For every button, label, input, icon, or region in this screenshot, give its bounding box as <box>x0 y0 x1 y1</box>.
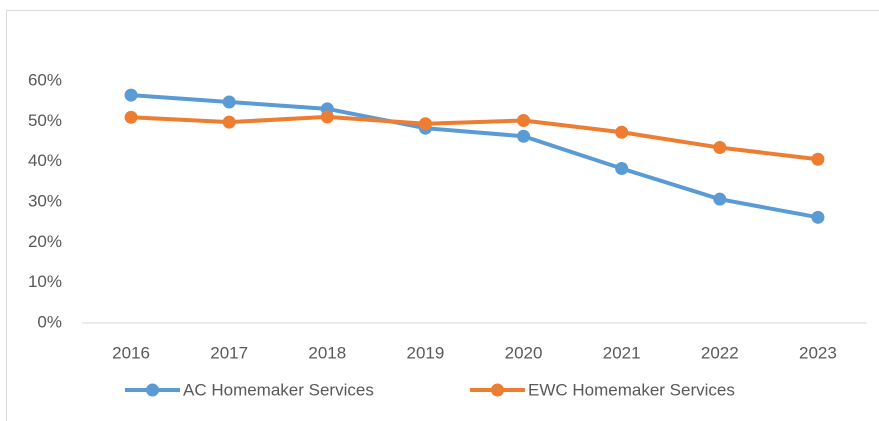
x-tick-label: 2020 <box>505 343 543 362</box>
y-tick-label: 40% <box>28 151 62 170</box>
y-tick-label: 60% <box>28 70 62 89</box>
y-tick-label: 20% <box>28 232 62 251</box>
data-point <box>124 110 138 124</box>
data-point <box>615 125 629 139</box>
data-point <box>713 192 727 206</box>
x-tick-label: 2019 <box>407 343 445 362</box>
legend-label: AC Homemaker Services <box>183 380 374 399</box>
y-tick-label: 10% <box>28 272 62 291</box>
x-tick-label: 2017 <box>210 343 248 362</box>
chart-frame <box>6 10 879 421</box>
x-tick-label: 2023 <box>799 343 837 362</box>
series-line <box>130 114 819 162</box>
legend-label: EWC Homemaker Services <box>528 380 735 399</box>
data-point <box>222 115 236 129</box>
data-point <box>124 88 138 102</box>
legend-marker <box>146 383 159 397</box>
y-tick-label: 30% <box>28 191 62 210</box>
x-tick-label: 2021 <box>603 343 641 362</box>
legend-marker <box>491 383 504 397</box>
x-tick-label: 2016 <box>112 343 150 362</box>
data-point <box>615 162 629 176</box>
series-line <box>130 93 819 220</box>
data-point <box>811 210 825 224</box>
data-point <box>320 110 334 124</box>
data-point <box>713 141 727 155</box>
data-point <box>222 95 236 109</box>
data-point <box>418 117 432 131</box>
y-tick-label: 50% <box>28 111 62 130</box>
x-tick-label: 2022 <box>701 343 739 362</box>
data-point <box>517 114 531 128</box>
x-tick-label: 2018 <box>308 343 346 362</box>
data-point <box>811 152 825 166</box>
data-point <box>517 129 531 143</box>
y-tick-label: 0% <box>37 312 62 331</box>
